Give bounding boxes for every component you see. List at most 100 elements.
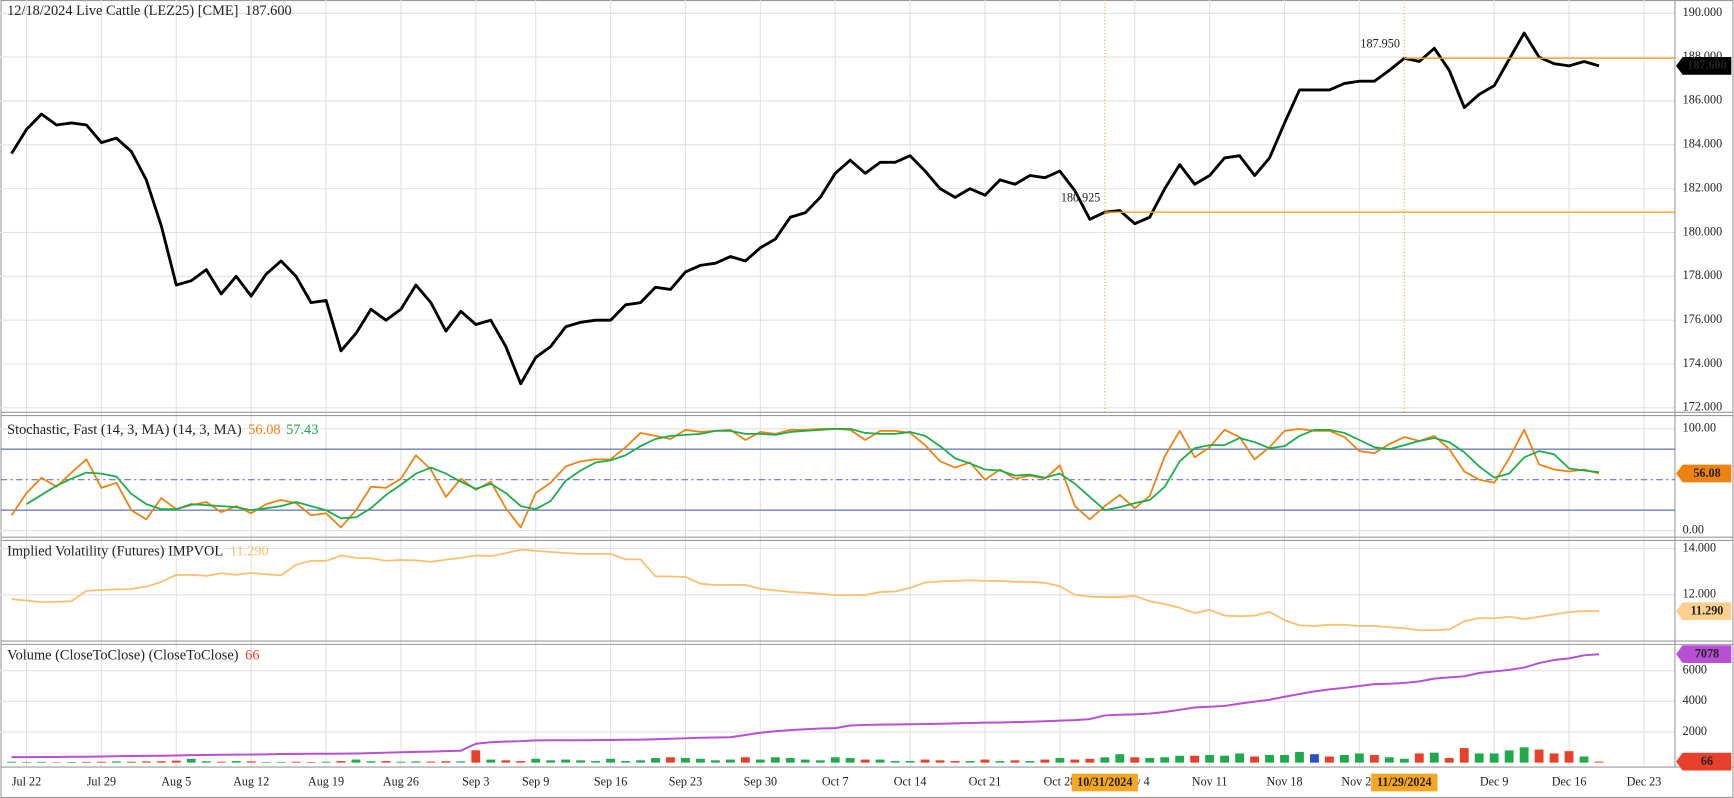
value-badge xyxy=(1676,752,1732,771)
y-tick-label: 184.000 xyxy=(1683,137,1722,151)
volume-bar xyxy=(1160,757,1170,763)
volume-bar xyxy=(246,761,256,763)
x-tick-label: Sep 16 xyxy=(594,774,627,788)
x-tick-label: Nov 18 xyxy=(1266,774,1302,788)
volume-bar xyxy=(396,761,406,763)
y-tick-label: 174.000 xyxy=(1683,356,1722,370)
volume-bar xyxy=(531,758,541,763)
x-tick-label: Sep 30 xyxy=(744,774,777,788)
volume-bar xyxy=(965,761,975,763)
k-last: 56.08 xyxy=(248,422,280,438)
volume-bar xyxy=(935,760,945,763)
volume-bar xyxy=(456,761,466,763)
volume-bar xyxy=(1205,754,1215,763)
y-tick-label: 12.000 xyxy=(1683,587,1716,601)
volume-bar xyxy=(1549,753,1559,763)
y-tick-label: 190.000 xyxy=(1683,5,1722,19)
x-tick-label: Aug 12 xyxy=(233,774,269,788)
volume-bar xyxy=(1399,758,1409,763)
volume-bar xyxy=(501,760,511,763)
y-tick-label: 14.000 xyxy=(1683,540,1716,554)
volume-bar xyxy=(950,761,960,763)
volume-bar xyxy=(725,759,735,763)
volume-bar xyxy=(1100,757,1110,763)
volume-bar xyxy=(905,761,915,763)
volume-bar xyxy=(276,761,286,763)
x-tick-label: Sep 3 xyxy=(462,774,489,788)
volume-bar xyxy=(1235,753,1245,763)
volume-bar xyxy=(1564,751,1574,763)
x-tick-label: Aug 5 xyxy=(161,774,191,788)
value-badge xyxy=(1676,645,1732,663)
volume-bar xyxy=(306,762,316,763)
volume-bar xyxy=(1175,755,1185,763)
price-header: 12/18/2024 Live Cattle (LEZ25) [CME] 187.… xyxy=(7,3,292,19)
panel-title: Implied Volatility (Futures) IMPVOL xyxy=(7,544,223,560)
volume-bar xyxy=(1594,761,1604,763)
volume-bar xyxy=(216,761,226,763)
x-tick-label: Oct 28 xyxy=(1044,774,1077,788)
iv-header: Implied Volatility (Futures) IMPVOL 11.29… xyxy=(7,544,269,560)
volume-header: Volume (CloseToClose) (CloseToClose) 66 xyxy=(7,648,259,664)
chart-title: 12/18/2024 Live Cattle (LEZ25) [CME] xyxy=(7,3,238,19)
volume-bar xyxy=(381,761,391,763)
volume-bar xyxy=(1474,753,1484,763)
volume-bar xyxy=(561,759,571,763)
iv-last: 11.290 xyxy=(230,544,269,560)
y-tick-label: 172.000 xyxy=(1683,400,1722,414)
volume-bar xyxy=(546,760,556,763)
volume-bar xyxy=(471,750,481,763)
volume-bar xyxy=(860,759,870,763)
y-tick-label: 178.000 xyxy=(1683,268,1722,282)
volume-bar xyxy=(231,761,241,763)
volume-bar xyxy=(156,761,166,763)
volume-bar xyxy=(126,761,136,763)
x-tick-label: Dec 16 xyxy=(1552,774,1587,788)
x-tick-label: Oct 7 xyxy=(822,774,849,788)
y-tick-label: 0.00 xyxy=(1683,522,1704,536)
volume-bar xyxy=(1519,747,1529,763)
volume-bar xyxy=(7,761,16,763)
volume-bar xyxy=(1444,758,1454,763)
value-badge xyxy=(1676,602,1732,621)
volume-bar xyxy=(171,760,181,763)
volume-bar xyxy=(1310,754,1319,763)
volume-bar xyxy=(1250,756,1259,763)
volume-bar xyxy=(875,759,885,763)
value-badge-text: 56.08 xyxy=(1693,466,1720,480)
volume-bar xyxy=(351,759,361,763)
volume-bar xyxy=(696,758,705,763)
volume-bar xyxy=(1220,755,1230,763)
volume-bar xyxy=(1025,761,1035,763)
x-tick-label: Aug 26 xyxy=(383,774,419,788)
volume-bar xyxy=(67,762,76,763)
volume-bar xyxy=(366,761,376,763)
volume-bar xyxy=(920,759,930,763)
y-tick-label: 6000 xyxy=(1683,662,1707,676)
line-series xyxy=(10,427,1600,529)
line-series xyxy=(11,653,1600,759)
volume-bar xyxy=(411,761,421,763)
date-badge xyxy=(1371,773,1438,792)
volume-bar xyxy=(291,761,301,763)
volume-bar xyxy=(441,761,451,763)
volume-bar xyxy=(1369,754,1379,763)
volume-bar xyxy=(96,761,106,763)
x-tick-label: Dec 23 xyxy=(1627,774,1662,788)
annotation-label: 187.950 xyxy=(1360,37,1399,51)
panel-title: Volume (CloseToClose) (CloseToClose) xyxy=(7,648,239,664)
value-badge-text: 187.600 xyxy=(1687,58,1726,72)
volume-bar xyxy=(1579,756,1589,763)
line-series xyxy=(10,31,1600,386)
x-tick-label: Nov 25 xyxy=(1341,774,1377,788)
volume-bar xyxy=(141,761,151,763)
volume-bar xyxy=(651,758,660,763)
volume-bar xyxy=(336,761,346,763)
x-tick-label: Dec 9 xyxy=(1480,774,1509,788)
volume-bar xyxy=(1459,748,1469,763)
volume-bar xyxy=(516,761,526,763)
volume-bar xyxy=(1384,757,1394,763)
